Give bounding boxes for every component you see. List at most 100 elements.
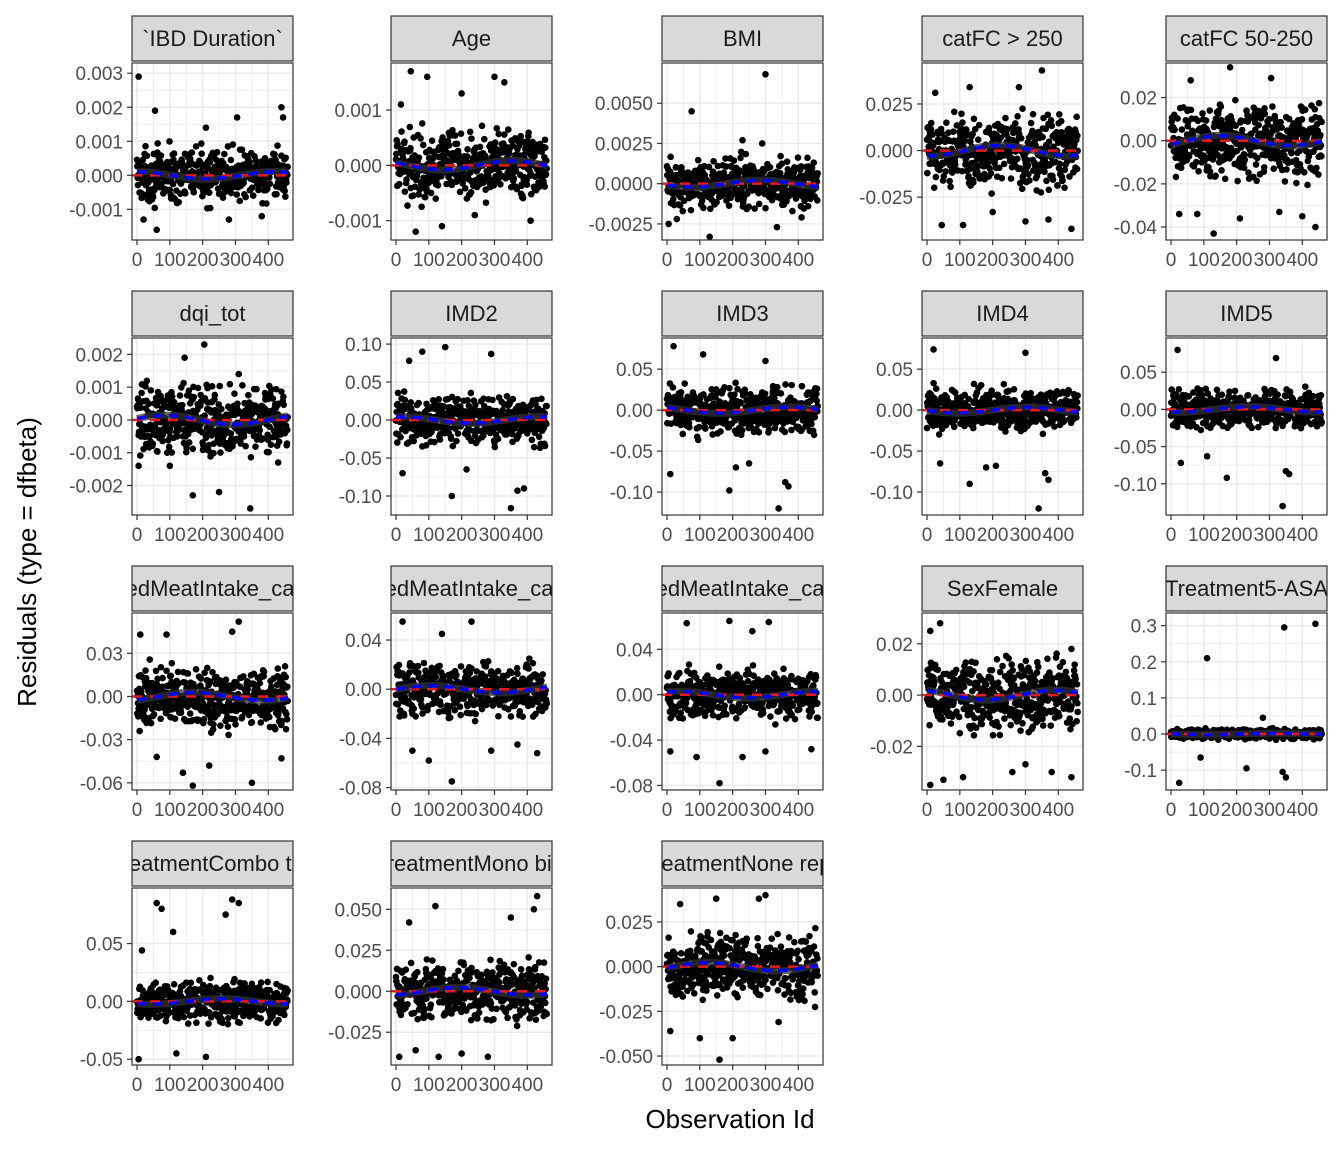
data-point [227, 189, 235, 197]
data-point [1202, 117, 1210, 124]
facet-panel: IMD3-0.10-0.050.000.050 100 200 300 400 [610, 290, 824, 546]
data-point [189, 492, 197, 499]
data-point [940, 173, 948, 180]
data-point [275, 438, 283, 445]
data-point [1277, 118, 1284, 126]
facet-strip-label: dqi_tot [179, 301, 245, 326]
data-point [1068, 225, 1075, 233]
x-tick-label: 100 [944, 525, 976, 546]
data-point [542, 170, 550, 178]
data-point [1073, 398, 1081, 406]
data-point [669, 195, 677, 203]
data-point [447, 435, 455, 443]
data-point [441, 343, 449, 351]
data-point [785, 483, 792, 490]
data-point [1269, 103, 1276, 110]
data-point [449, 126, 456, 134]
data-point [280, 401, 288, 409]
data-point [405, 357, 413, 365]
data-point [1315, 171, 1322, 178]
data-point [456, 188, 464, 196]
data-point [1221, 175, 1229, 183]
data-point [451, 132, 459, 139]
data-point [527, 217, 534, 224]
facet-strip [131, 15, 294, 62]
data-point [530, 443, 538, 451]
data-point [467, 437, 475, 445]
data-point [982, 464, 990, 471]
data-point [1045, 216, 1052, 223]
data-point [1171, 126, 1178, 134]
data-point [945, 129, 952, 136]
y-tick-label: 0.00 [345, 411, 382, 432]
data-point [762, 70, 769, 78]
data-point [1177, 164, 1185, 172]
data-point [1244, 118, 1252, 125]
data-point [1187, 106, 1195, 114]
data-point [519, 194, 527, 202]
data-point [147, 387, 155, 394]
data-point [170, 150, 178, 157]
data-point [1317, 131, 1324, 139]
data-point [183, 444, 190, 452]
data-point [509, 395, 517, 403]
data-point [958, 110, 965, 118]
data-point [667, 420, 675, 428]
data-point [170, 398, 178, 406]
data-point [453, 140, 461, 148]
data-point [1175, 210, 1183, 218]
data-point [1254, 154, 1261, 162]
data-point [951, 389, 959, 396]
x-tick-label: 400 [511, 250, 543, 271]
data-point [218, 405, 225, 413]
data-point [673, 215, 681, 223]
data-point [926, 160, 934, 168]
data-point [1298, 115, 1306, 123]
data-point [1261, 110, 1269, 118]
data-point [1244, 391, 1252, 399]
data-point [253, 161, 260, 169]
data-point [1039, 430, 1047, 438]
data-point [399, 469, 406, 477]
facet-strip [390, 15, 553, 62]
data-point [721, 383, 728, 391]
data-point [1305, 153, 1313, 160]
y-tick-label: -0.05 [610, 442, 653, 463]
data-point [513, 185, 521, 193]
data-point [1299, 212, 1306, 220]
data-point [947, 183, 954, 191]
data-point [154, 448, 161, 455]
data-point [1194, 117, 1202, 125]
data-point [1051, 423, 1058, 430]
data-point [751, 205, 758, 212]
data-point [394, 439, 401, 446]
data-point [1059, 177, 1066, 184]
data-point [217, 449, 224, 456]
smooth-band [395, 157, 548, 174]
data-point [987, 169, 995, 177]
data-point [1047, 117, 1055, 124]
data-point [1270, 165, 1278, 172]
data-point [237, 440, 245, 447]
y-tick-label: 0.00 [876, 401, 913, 422]
data-point [1241, 156, 1249, 164]
smooth-band [1170, 131, 1323, 150]
data-point [1202, 417, 1210, 424]
data-point [725, 202, 733, 209]
data-point [436, 436, 444, 443]
x-tick-label: 300 [479, 525, 511, 546]
data-point [461, 185, 469, 192]
data-point [924, 169, 931, 177]
data-point [1198, 391, 1206, 399]
data-point [248, 184, 256, 191]
data-point [476, 143, 484, 151]
data-point [223, 439, 231, 447]
data-point [180, 379, 187, 387]
data-point [157, 392, 164, 400]
data-point [189, 445, 197, 453]
y-tick-label: -0.04 [1114, 218, 1158, 239]
data-point [969, 179, 977, 186]
